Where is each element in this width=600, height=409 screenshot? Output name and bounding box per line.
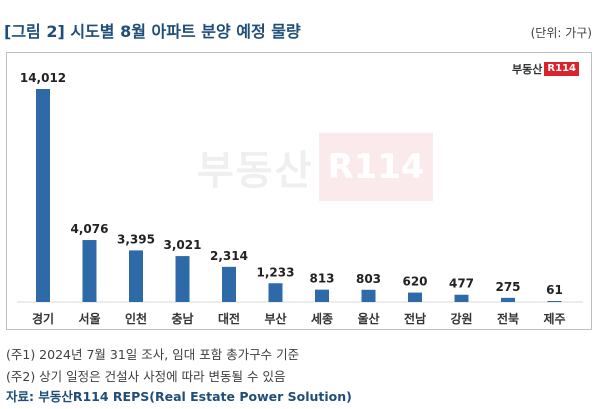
bar-인천 <box>129 250 143 302</box>
brand-logo: 부동산 R114 <box>512 61 579 77</box>
chart-frame: 부동산 R114 부동산 R114 14,012 경기 4,076 서울 3,395 인천… <box>6 52 592 330</box>
category-label: 전북 <box>497 311 519 326</box>
footnote-1: (주1) 2024년 7월 31일 조사, 임대 포함 총가구수 기준 <box>6 347 300 362</box>
category-label: 강원 <box>450 312 472 326</box>
source-note: 자료: 부동산R114 REPS(Real Estate Power Solut… <box>6 389 352 404</box>
bar-경기 <box>36 89 50 302</box>
bar-제주 <box>547 301 562 302</box>
bar-전남 <box>408 292 422 302</box>
value-label: 2,314 <box>210 249 248 263</box>
bar-대전 <box>222 266 236 302</box>
value-label: 477 <box>449 277 474 291</box>
logo-tag: R114 <box>544 62 579 76</box>
bar-충남 <box>175 256 190 302</box>
category-label: 충남 <box>171 311 193 326</box>
category-label: 울산 <box>357 311 379 326</box>
footnote-2: (주2) 상기 일정은 건설사 사정에 따라 변동될 수 있음 <box>6 369 286 384</box>
value-label: 4,076 <box>71 222 109 236</box>
value-label: 3,395 <box>117 232 155 246</box>
bar-세종 <box>315 289 329 302</box>
value-label: 620 <box>402 275 427 289</box>
bar-강원 <box>454 294 469 302</box>
value-label: 1,233 <box>257 265 295 279</box>
chart-title: [그림 2] 시도별 8월 아파트 분양 예정 물량 <box>4 22 301 41</box>
value-label: 14,012 <box>20 71 66 85</box>
category-label: 세종 <box>311 311 333 326</box>
bar-울산 <box>361 289 376 302</box>
value-label: 61 <box>546 283 563 297</box>
category-label: 부산 <box>264 311 286 326</box>
category-label: 제주 <box>543 312 565 326</box>
value-label: 813 <box>309 272 334 286</box>
bar-전북 <box>501 297 515 302</box>
value-label: 803 <box>356 272 381 286</box>
category-label: 경기 <box>32 311 54 326</box>
value-label: 3,021 <box>164 238 202 252</box>
bar-서울 <box>82 240 97 302</box>
category-label: 대전 <box>218 311 240 326</box>
bar-chart: 14,012 경기 4,076 서울 3,395 인천 3,021 충남 2,314 대전 1,23… <box>17 71 583 326</box>
category-label: 서울 <box>78 311 100 326</box>
category-label: 전남 <box>404 311 426 326</box>
value-label: 275 <box>495 280 520 294</box>
logo-text: 부동산 <box>512 63 543 76</box>
unit-label: (단위: 가구) <box>530 26 592 40</box>
bar-부산 <box>268 283 283 302</box>
category-label: 인천 <box>125 311 147 326</box>
